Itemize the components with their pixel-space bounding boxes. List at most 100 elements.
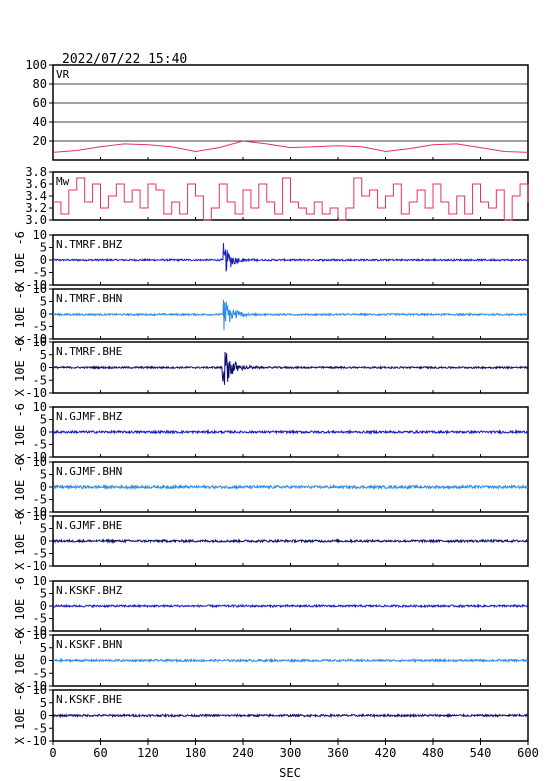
- y-axis-label: X 10E -6: [13, 687, 27, 745]
- y-tick-label: -10: [25, 679, 47, 693]
- x-tick-label: 360: [327, 746, 349, 760]
- y-tick-label: -5: [33, 547, 47, 561]
- trace-kskf-bhe: [52, 712, 529, 719]
- y-tick-label: 0: [40, 709, 47, 723]
- y-tick-label: 60: [33, 96, 47, 110]
- x-tick-label: 180: [185, 746, 207, 760]
- x-tick-label: 420: [375, 746, 397, 760]
- trace-gjmf-bhe: [52, 537, 529, 544]
- panel-label: N.KSKF.BHE: [56, 693, 122, 706]
- x-tick-label: 480: [422, 746, 444, 760]
- y-tick-label: 3.0: [25, 213, 47, 227]
- figure-timestamp: 2022/07/22 15:40: [62, 52, 187, 67]
- y-tick-label: 100: [25, 58, 47, 72]
- y-axis-label: X 10E -6: [13, 632, 27, 690]
- y-tick-label: 0: [40, 654, 47, 668]
- y-tick-label: 10: [33, 574, 47, 588]
- x-tick-label: 600: [517, 746, 539, 760]
- y-tick-label: 5: [40, 641, 47, 655]
- y-tick-label: -5: [33, 493, 47, 507]
- x-tick-label: 540: [470, 746, 492, 760]
- trace-tmrf-bhz: [52, 243, 529, 272]
- trace-kskf-bhz: [52, 603, 529, 609]
- y-tick-label: 10: [33, 282, 47, 296]
- x-tick-label: 120: [137, 746, 159, 760]
- panel-label: VR: [56, 68, 70, 81]
- x-axis-label: SEC: [279, 766, 301, 780]
- y-tick-label: 10: [33, 628, 47, 642]
- trace-tmrf-bhn: [52, 299, 529, 331]
- panel-label: N.TMRF.BHZ: [56, 238, 123, 251]
- y-tick-label: 5: [40, 348, 47, 362]
- x-tick-label: 240: [232, 746, 254, 760]
- trace-kskf-bhn: [52, 657, 529, 664]
- panel-label: N.GJMF.BHZ: [56, 410, 123, 423]
- y-tick-label: -5: [33, 721, 47, 735]
- y-tick-label: 0: [40, 361, 47, 375]
- y-tick-label: 10: [33, 335, 47, 349]
- y-axis-label: X 10E -6: [13, 339, 27, 397]
- y-axis-label: X 10E -6: [13, 285, 27, 343]
- y-tick-label: 5: [40, 696, 47, 710]
- x-tick-label: 60: [93, 746, 107, 760]
- y-tick-label: -10: [25, 450, 47, 464]
- panel-label: N.KSKF.BHN: [56, 638, 122, 651]
- y-tick-label: -10: [25, 624, 47, 638]
- y-tick-label: -10: [25, 278, 47, 292]
- y-tick-label: -5: [33, 666, 47, 680]
- y-tick-label: 0: [40, 599, 47, 613]
- y-tick-label: 0: [40, 534, 47, 548]
- y-tick-label: 20: [33, 134, 47, 148]
- panel-label: N.KSKF.BHZ: [56, 584, 123, 597]
- y-tick-label: 5: [40, 522, 47, 536]
- y-tick-label: -5: [33, 373, 47, 387]
- y-axis-label: X 10E -6: [13, 231, 27, 289]
- y-tick-label: 5: [40, 295, 47, 309]
- y-tick-label: 0: [40, 253, 47, 267]
- y-tick-label: 10: [33, 400, 47, 414]
- y-tick-label: 3.8: [25, 165, 47, 179]
- y-tick-label: 3.2: [25, 201, 47, 215]
- y-tick-label: 40: [33, 115, 47, 129]
- trace-gjmf-bhn: [52, 483, 529, 491]
- y-tick-label: -5: [33, 266, 47, 280]
- panels-group: 10080604020VR3.83.63.43.23.0Mw1050-5-10X…: [13, 58, 529, 748]
- panel-mw: 3.83.63.43.23.0 Mw: [25, 165, 529, 227]
- y-tick-label: 5: [40, 413, 47, 427]
- panel-label: N.TMRF.BHE: [56, 345, 122, 358]
- y-tick-label: 0: [40, 425, 47, 439]
- y-axis-label: X 10E -6: [13, 458, 27, 516]
- trace-gjmf-bhz: [52, 428, 529, 436]
- y-tick-label: -10: [25, 505, 47, 519]
- y-tick-label: -10: [25, 559, 47, 573]
- y-tick-label: 10: [33, 455, 47, 469]
- y-tick-label: 3.6: [25, 177, 47, 191]
- trace-tmrf-bhe: [52, 351, 529, 385]
- x-axis: 0 60 120 180 240 300 360 420 480 540 600: [49, 741, 539, 760]
- y-tick-label: 10: [33, 228, 47, 242]
- panel-label: N.GJMF.BHN: [56, 465, 122, 478]
- y-axis-label: X 10E -6: [13, 577, 27, 635]
- y-tick-label: -5: [33, 612, 47, 626]
- panel-vr: 100 80 60 40 20 VR: [25, 58, 529, 161]
- y-tick-label: 5: [40, 587, 47, 601]
- x-tick-label: 300: [280, 746, 302, 760]
- y-tick-label: 10: [33, 683, 47, 697]
- panel-label: N.GJMF.BHE: [56, 519, 122, 532]
- trace-mw: [53, 177, 529, 221]
- y-tick-label: 5: [40, 241, 47, 255]
- y-tick-label: 5: [40, 468, 47, 482]
- y-axis-label: X 10E -6: [13, 403, 27, 461]
- y-tick-label: -5: [33, 438, 47, 452]
- y-tick-label: 3.4: [25, 189, 47, 203]
